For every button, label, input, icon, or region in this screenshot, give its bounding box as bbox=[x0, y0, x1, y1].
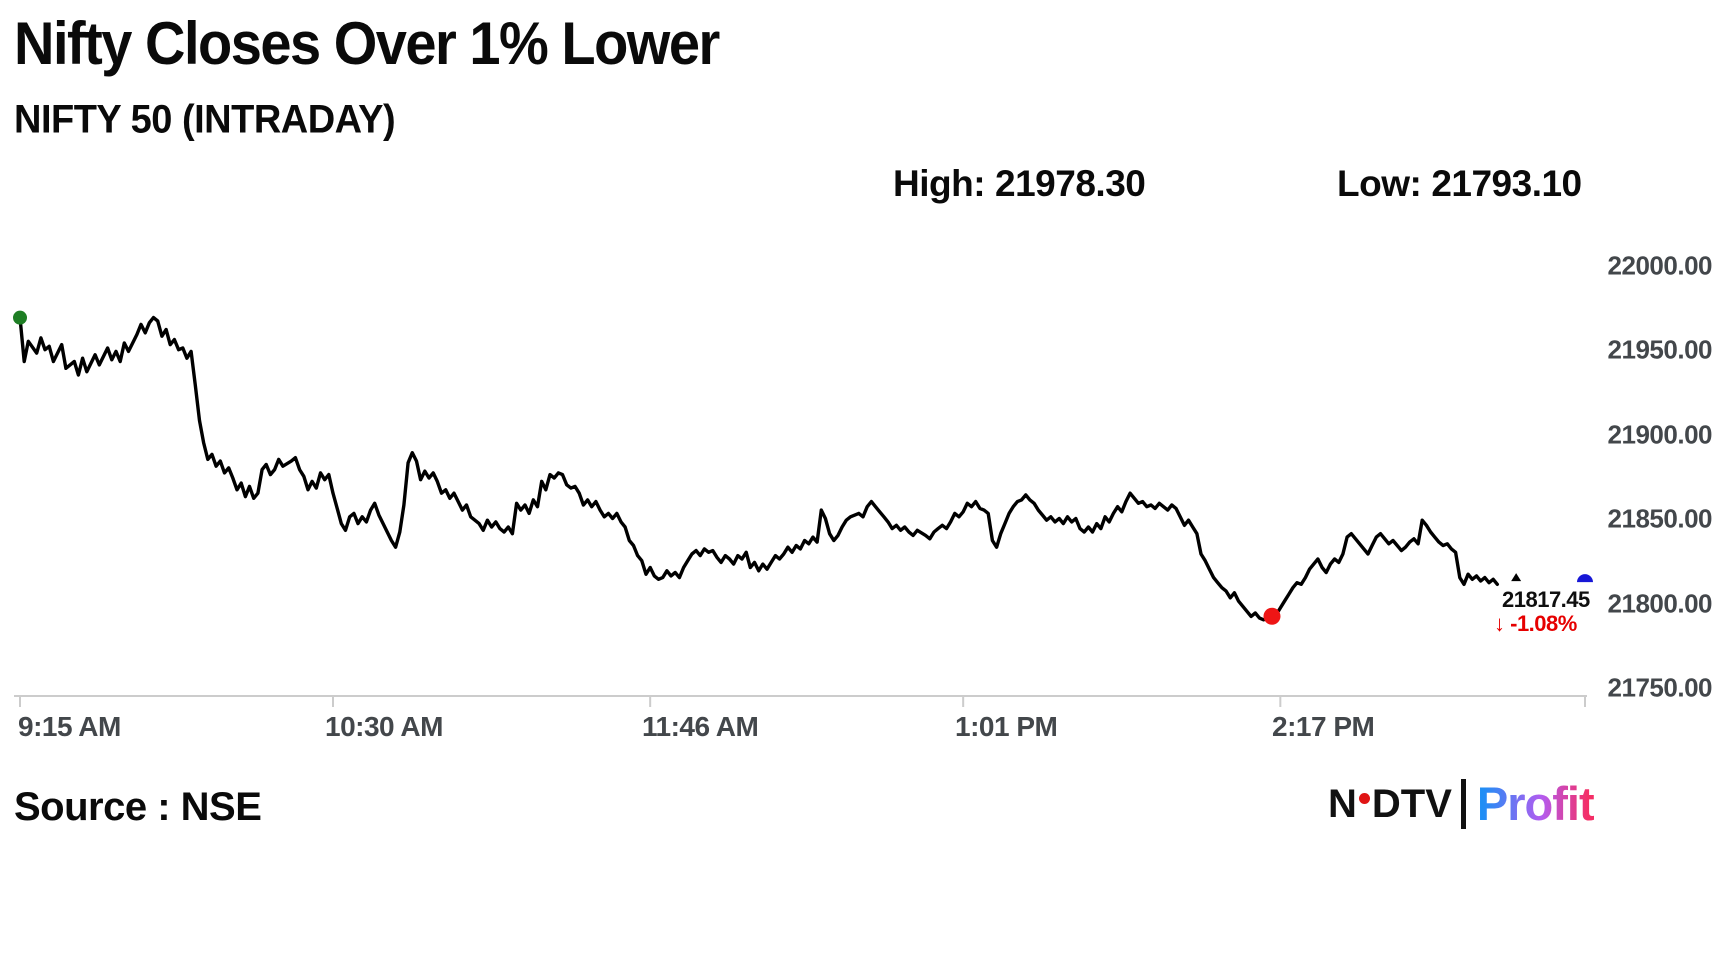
low-label: Low: bbox=[1337, 163, 1422, 204]
end-arrow-marker bbox=[1511, 573, 1522, 582]
high-value: 21978.30 bbox=[995, 163, 1146, 204]
logo-divider bbox=[1460, 779, 1466, 829]
price-line bbox=[18, 315, 1500, 622]
last-price-annotation: 21817.45 bbox=[1502, 587, 1590, 612]
ndtv-profit-logo: N DTV Profit bbox=[1328, 776, 1595, 832]
low-stat: Low: 21793.10 bbox=[1337, 163, 1582, 205]
source-credit: Source : NSE bbox=[14, 785, 262, 829]
ndtv-wordmark: N DTV bbox=[1328, 776, 1452, 832]
percent-change-annotation: ↓ -1.08% bbox=[1494, 611, 1577, 636]
ndtv-letter-n: N bbox=[1328, 782, 1357, 826]
ndtv-letters-dtv: DTV bbox=[1371, 782, 1452, 826]
close-marker-half-dot bbox=[1576, 574, 1593, 583]
page-title: Nifty Closes Over 1% Lower bbox=[14, 9, 720, 78]
chart-subtitle: NIFTY 50 (INTRADAY) bbox=[14, 98, 396, 142]
low-marker-dot bbox=[1263, 607, 1281, 625]
high-label: High: bbox=[893, 163, 986, 204]
profit-wordmark: Profit bbox=[1476, 777, 1595, 830]
high-stat: High: 21978.30 bbox=[893, 163, 1146, 205]
open-marker-dot bbox=[13, 310, 27, 325]
low-value: 21793.10 bbox=[1431, 163, 1582, 204]
ndtv-logo-red-dot-icon bbox=[1358, 793, 1370, 804]
